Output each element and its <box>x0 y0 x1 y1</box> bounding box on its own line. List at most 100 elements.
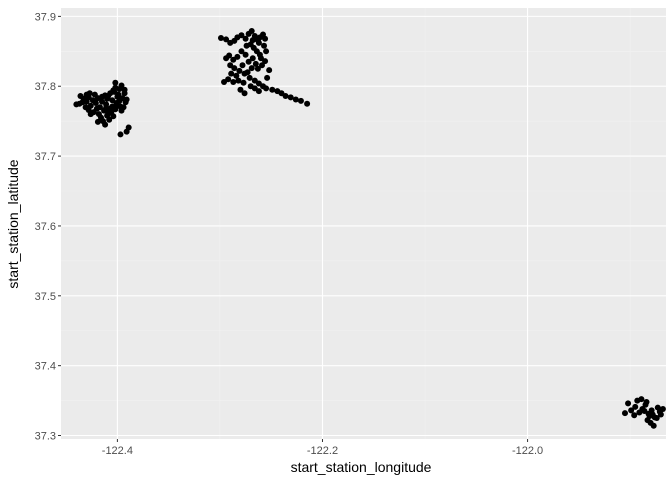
data-point <box>106 116 113 123</box>
data-point <box>628 407 635 414</box>
data-point <box>261 42 268 49</box>
data-point <box>292 96 299 103</box>
data-point <box>121 86 128 93</box>
data-point <box>118 82 125 89</box>
data-point <box>246 74 253 81</box>
y-tick-label: 37.9 <box>35 11 56 23</box>
data-point <box>91 91 98 98</box>
data-point <box>241 90 248 97</box>
data-point <box>223 36 230 43</box>
data-point <box>263 48 270 55</box>
data-point <box>262 35 269 42</box>
data-point <box>255 39 262 46</box>
data-point <box>264 74 271 81</box>
data-point <box>79 99 86 106</box>
x-tick-label: -122.4 <box>102 445 133 457</box>
data-point <box>228 70 235 77</box>
data-point <box>242 35 249 42</box>
y-tick-label: 37.7 <box>35 151 56 163</box>
data-point <box>625 400 632 407</box>
y-tick-label: 37.5 <box>35 291 56 303</box>
data-point <box>92 100 99 107</box>
data-point <box>249 37 256 44</box>
data-point <box>114 102 121 109</box>
data-point <box>258 62 265 69</box>
data-point <box>237 86 244 93</box>
data-point <box>110 113 117 120</box>
data-point <box>621 410 628 417</box>
data-point <box>304 100 311 107</box>
data-point <box>103 104 110 111</box>
x-tick-label: -122.0 <box>512 445 543 457</box>
data-point <box>99 93 106 100</box>
y-tick-label: 37.4 <box>35 361 56 373</box>
data-point <box>653 415 660 422</box>
data-point <box>239 62 246 69</box>
data-point <box>238 48 245 55</box>
data-point <box>83 91 90 98</box>
data-point <box>297 97 304 104</box>
data-point <box>287 94 294 101</box>
y-tick-label: 37.6 <box>35 221 56 233</box>
data-point <box>102 121 109 128</box>
data-point <box>230 56 237 63</box>
data-point <box>73 101 80 108</box>
data-point <box>123 96 130 103</box>
data-point <box>233 72 240 79</box>
data-point <box>263 85 270 92</box>
data-point <box>125 124 132 131</box>
data-points <box>73 28 666 429</box>
data-point <box>236 67 243 74</box>
data-point <box>242 51 249 58</box>
data-point <box>85 106 92 113</box>
data-point <box>266 67 273 74</box>
data-point <box>255 88 262 95</box>
data-point <box>248 28 255 35</box>
data-point <box>257 55 264 62</box>
data-point <box>117 131 124 138</box>
data-point <box>90 109 97 116</box>
data-point <box>235 77 242 84</box>
data-point <box>243 42 250 49</box>
x-tick-label: -122.2 <box>307 445 338 457</box>
major-gridlines <box>61 8 666 439</box>
data-point <box>650 422 657 429</box>
data-point <box>240 79 247 86</box>
data-point <box>269 86 276 93</box>
data-point <box>114 93 121 100</box>
y-axis-ticks: 37.3 37.4 37.5 37.6 37.7 37.8 37.9 <box>35 11 61 443</box>
data-point <box>112 79 119 86</box>
plot-panel <box>61 8 666 439</box>
data-point <box>248 65 255 72</box>
data-point <box>656 408 663 415</box>
data-point <box>641 408 648 415</box>
data-point <box>249 55 256 62</box>
data-point <box>120 104 127 111</box>
data-point <box>221 79 228 86</box>
data-point <box>643 398 650 405</box>
data-point <box>631 412 638 419</box>
data-point <box>77 93 84 100</box>
data-point <box>254 65 261 72</box>
data-point <box>109 103 116 110</box>
data-point <box>632 403 639 410</box>
data-point <box>282 93 289 100</box>
y-tick-label: 37.8 <box>35 81 56 93</box>
y-axis-title: start_station_latitude <box>5 159 21 288</box>
data-point <box>252 60 259 67</box>
x-axis-title: start_station_longitude <box>291 459 432 475</box>
minor-gridlines <box>61 8 666 439</box>
data-point <box>231 65 238 72</box>
data-point <box>649 411 656 418</box>
data-point <box>94 118 101 125</box>
y-tick-label: 37.3 <box>35 431 56 443</box>
data-point <box>238 32 245 39</box>
data-point <box>638 396 645 403</box>
x-axis-ticks: -122.4 -122.2 -122.0 <box>102 439 543 457</box>
data-point <box>245 58 252 65</box>
data-point <box>244 69 251 76</box>
data-point <box>217 35 224 42</box>
data-point <box>223 55 230 62</box>
